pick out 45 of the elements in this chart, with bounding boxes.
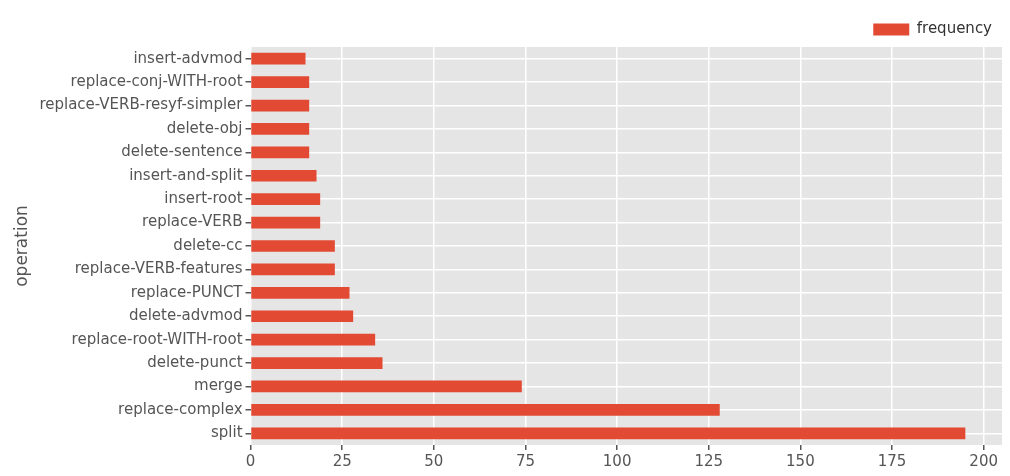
y-tick-label: replace-root-WITH-root: [71, 329, 243, 348]
y-tick-label: replace-VERB-features: [74, 259, 243, 278]
y-tick-label: delete-cc: [173, 235, 243, 254]
x-tick-label: 25: [332, 451, 352, 470]
y-tick-label: insert-and-split: [129, 165, 243, 184]
bar: [251, 76, 310, 88]
y-tick-label: insert-advmod: [133, 48, 243, 67]
bar: [251, 52, 306, 65]
y-tick-label: delete-obj: [166, 118, 243, 137]
y-tick-label: replace-conj-WITH-root: [70, 72, 243, 91]
bar: [251, 427, 966, 440]
bar: [251, 357, 383, 369]
x-tick-label: 75: [515, 451, 535, 470]
y-tick-label: delete-advmod: [128, 306, 243, 325]
y-tick-label: replace-VERB: [142, 212, 243, 231]
y-tick-label: replace-VERB-resyf-simpler: [39, 95, 244, 114]
bar: [251, 404, 720, 416]
bar: [251, 310, 354, 323]
y-tick-label: split: [210, 423, 243, 442]
bar: [251, 216, 321, 229]
x-tick-label: 200: [969, 451, 998, 470]
y-tick-label: replace-PUNCT: [130, 282, 244, 301]
bar: [251, 263, 335, 276]
bar: [251, 146, 310, 159]
y-axis-title: operation: [10, 205, 31, 287]
bar: [251, 99, 310, 112]
bar: [251, 193, 321, 206]
x-tick-label: 100: [602, 451, 632, 470]
x-tick-label: 150: [786, 451, 815, 470]
y-tick-label: delete-punct: [147, 352, 243, 371]
y-tick-label: merge: [194, 376, 243, 395]
bar: [251, 380, 522, 393]
bar: [251, 169, 317, 182]
y-tick-label: replace-complex: [118, 399, 243, 418]
x-tick-label: 0: [245, 451, 256, 470]
x-tick-label: 125: [694, 451, 724, 470]
y-tick-label: delete-sentence: [121, 142, 243, 161]
x-tick-label: 175: [877, 451, 907, 470]
bar: [251, 240, 335, 252]
y-tick-label: insert-root: [164, 189, 243, 208]
bar: [251, 333, 376, 346]
bar: [251, 123, 310, 135]
x-tick-label: 50: [424, 451, 444, 470]
legend-label: frequency: [916, 19, 993, 38]
bar: [251, 286, 350, 299]
